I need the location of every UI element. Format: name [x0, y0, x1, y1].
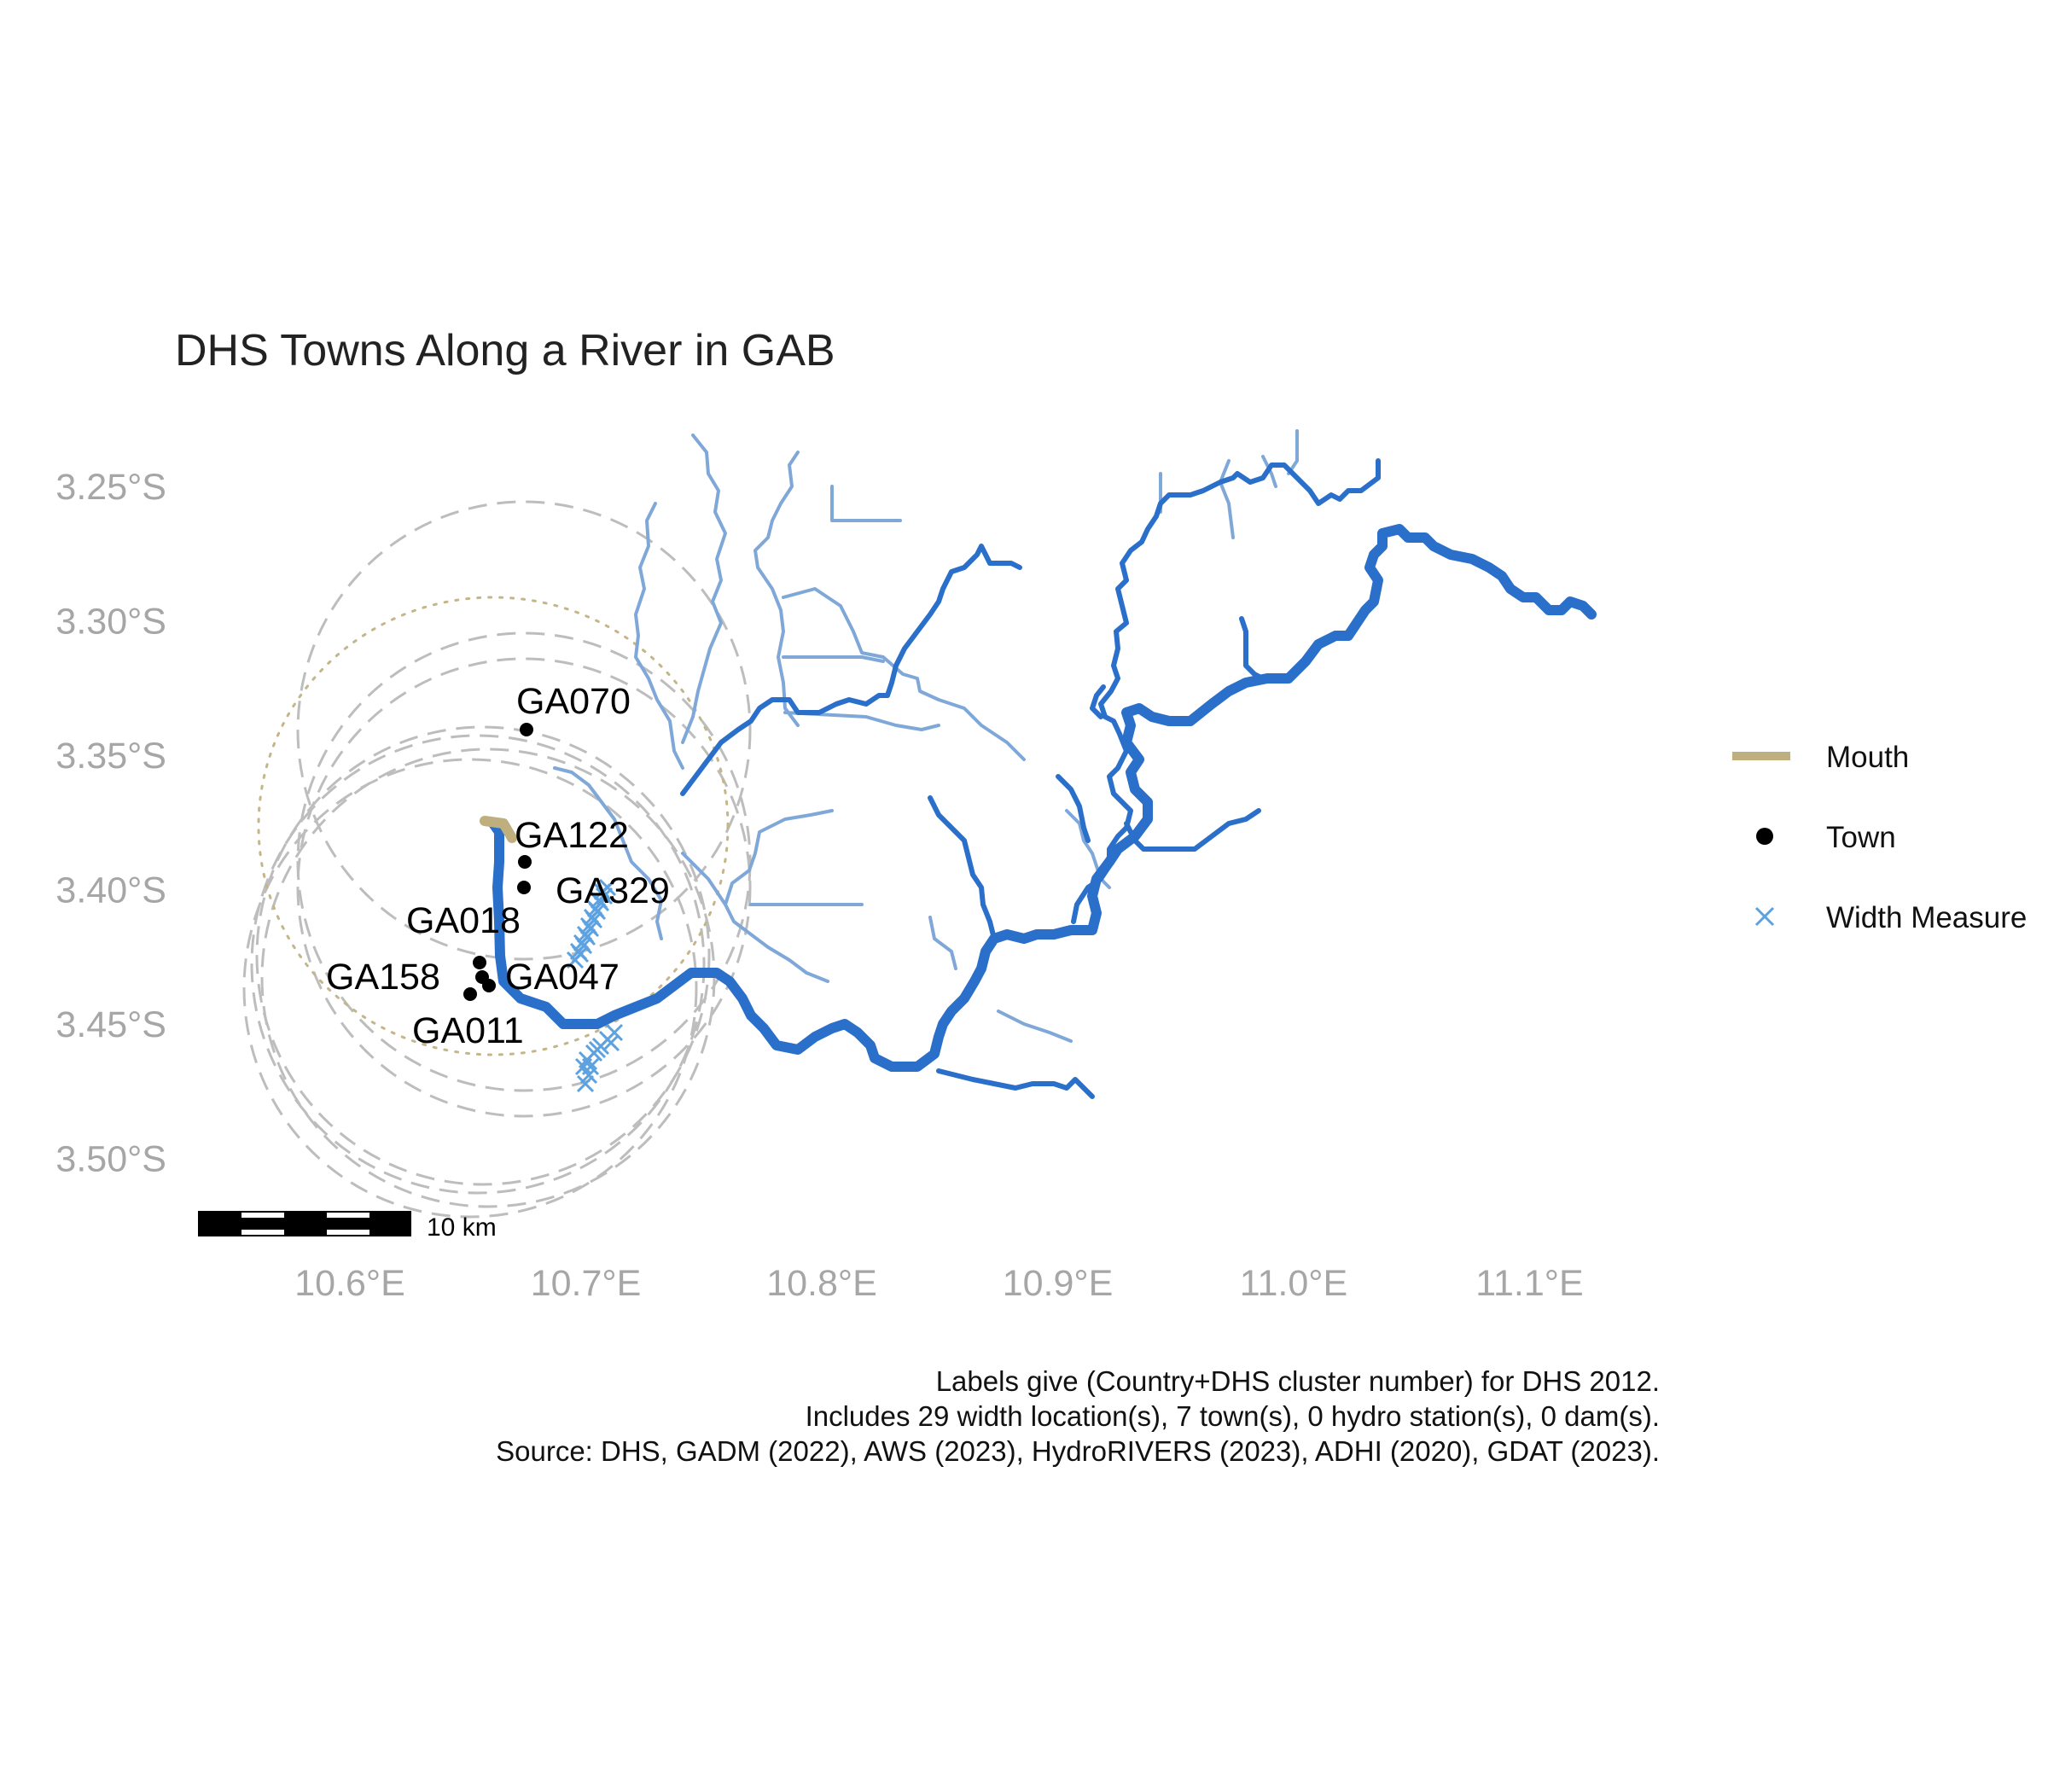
legend-town-label: Town — [1826, 821, 1896, 854]
tributary-e3 — [997, 1009, 1073, 1043]
caption-line-3: Source: DHS, GADM (2022), AWS (2023), Hy… — [496, 1435, 1660, 1467]
width-measure-point — [602, 1033, 620, 1052]
lat-tick-label: 3.30°S — [55, 602, 166, 643]
legend-town-key — [1756, 828, 1773, 845]
lat-tick-label: 3.50°S — [55, 1139, 166, 1180]
town-label-ga047: GA047 — [505, 957, 620, 998]
width-measure-point — [571, 945, 590, 963]
width-measure-point — [595, 887, 614, 905]
width-measure-point — [576, 1074, 595, 1093]
main-stem — [488, 524, 1597, 1072]
river-mouth — [480, 816, 517, 843]
lat-tick-label: 3.45°S — [55, 1004, 166, 1045]
town-label-ga070: GA070 — [516, 681, 631, 722]
buffer-circle-ga070 — [296, 500, 752, 961]
legend-width-key — [1754, 906, 1775, 927]
caption-line-2: Includes 29 width location(s), 7 town(s)… — [806, 1400, 1660, 1432]
branch-south — [928, 795, 997, 941]
town-label-ga122: GA122 — [515, 815, 629, 856]
caption-line-1: Labels give (Country+DHS cluster number)… — [936, 1365, 1660, 1397]
buffer-circle-ga018 — [255, 725, 711, 1186]
lon-tick-label: 10.9°E — [1003, 1263, 1114, 1304]
mouth-buffer-circle — [257, 596, 730, 1056]
scale-bar-seg-4 — [327, 1218, 369, 1230]
lon-tick-label: 10.8°E — [766, 1263, 877, 1304]
tributary-n3d — [782, 655, 885, 663]
width-measure-point — [581, 1057, 600, 1076]
legend-mouth-label: Mouth — [1826, 741, 1909, 774]
map-title: DHS Towns Along a River in GAB — [175, 326, 835, 375]
branch-north-central-c — [1090, 684, 1106, 719]
scale-bar-seg-2 — [241, 1218, 284, 1230]
lon-tick-label: 10.7°E — [531, 1263, 642, 1304]
branch-east-2 — [1056, 774, 1091, 843]
tributary-n3c — [782, 587, 1026, 761]
scale-bar-seg-5 — [369, 1212, 410, 1236]
town-labels: GA070 GA122 GA329 GA018 GA158 GA047 GA01… — [326, 681, 670, 1051]
lat-tick-label: 3.25°S — [55, 467, 166, 508]
towns — [463, 723, 533, 1001]
buffer-circle-ga122 — [296, 631, 752, 1092]
legend: Mouth Town Width Measure — [1732, 741, 2027, 934]
lat-tick-label: 3.40°S — [55, 870, 166, 911]
lon-tick-label: 11.1°E — [1475, 1263, 1583, 1304]
main-river-network — [488, 458, 1597, 1099]
town-label-ga329: GA329 — [556, 870, 670, 911]
branch-east — [1124, 808, 1261, 852]
tributary-n3e — [783, 711, 940, 731]
width-measure-point — [588, 1040, 607, 1059]
lat-axis: 3.25°S 3.30°S 3.35°S 3.40°S 3.45°S 3.50°S — [55, 467, 166, 1180]
town-label-ga158: GA158 — [326, 957, 440, 998]
branch-north-west — [680, 544, 1022, 796]
tributary-n2 — [634, 502, 684, 770]
town-point-ga329 — [517, 881, 531, 894]
branch-north-central — [1071, 458, 1381, 924]
tributary-ne3 — [1261, 455, 1277, 488]
town-point-ga011 — [475, 970, 489, 984]
town-point-ga018 — [473, 956, 486, 969]
caption: Labels give (Country+DHS cluster number)… — [496, 1365, 1660, 1467]
scale-bar-seg-3 — [284, 1212, 327, 1236]
branch-north-central-b — [1239, 616, 1265, 681]
town-point-ga158 — [463, 987, 477, 1001]
buffer-circle-ga158 — [242, 758, 698, 1219]
tributary-n4 — [553, 766, 663, 940]
lat-tick-label: 3.35°S — [55, 736, 166, 777]
tributary-e2 — [928, 916, 957, 970]
lon-tick-label: 11.0°E — [1240, 1263, 1347, 1304]
buffer-circle-ga329 — [296, 657, 752, 1118]
buffer-circle-ga011 — [250, 734, 706, 1195]
town-point-ga122 — [518, 855, 532, 869]
town-label-ga018: GA018 — [406, 900, 521, 941]
tributaries — [553, 429, 1299, 1043]
scale-bar-label: 10 km — [427, 1213, 497, 1242]
scale-bar-seg-1 — [199, 1212, 241, 1236]
lon-axis: 10.6°E 10.7°E 10.8°E 10.9°E 11.0°E 11.1°E — [294, 1263, 1583, 1304]
legend-width-label: Width Measure — [1826, 901, 2027, 934]
branch-south-east — [936, 1068, 1095, 1099]
tributary-ne2 — [1219, 459, 1235, 539]
tributary-n5 — [724, 809, 834, 983]
lon-tick-label: 10.6°E — [294, 1263, 405, 1304]
width-measure-point — [574, 1057, 593, 1076]
tributary-n5c — [681, 852, 727, 906]
town-label-ga011: GA011 — [412, 1010, 524, 1051]
width-measures — [566, 878, 624, 1093]
tributary-n3b — [830, 485, 902, 522]
town-point-ga070 — [520, 723, 533, 736]
tributary-n1 — [681, 433, 727, 744]
tributary-n3 — [753, 451, 800, 727]
scale-bar: 10 km — [198, 1211, 497, 1242]
